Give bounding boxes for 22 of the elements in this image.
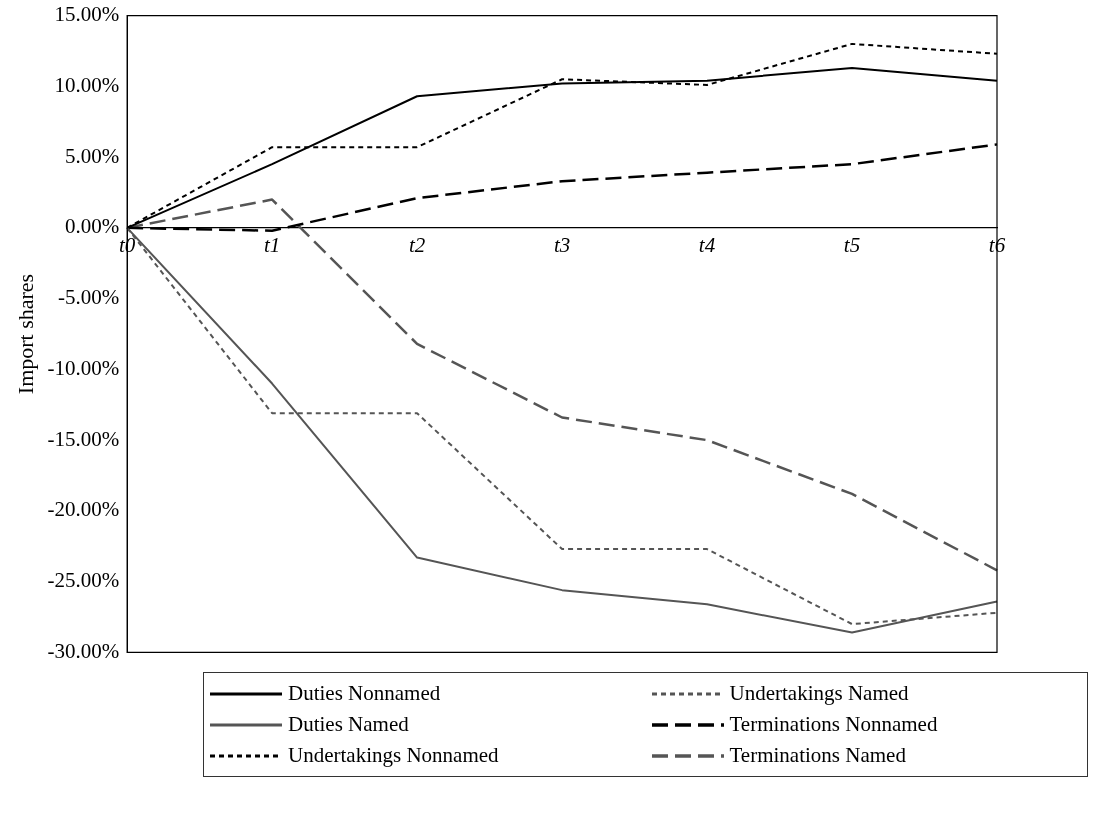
y-tick-label: 15.00% — [54, 2, 120, 27]
legend-label: Duties Named — [288, 712, 409, 737]
x-tick-label: t5 — [843, 232, 861, 257]
y-tick-label: -15.00% — [47, 426, 120, 451]
legend-label: Terminations Nonnamed — [729, 712, 938, 737]
y-tick-label: -20.00% — [47, 497, 120, 522]
y-tick-label: -30.00% — [47, 638, 120, 663]
y-tick-label: 0.00% — [64, 214, 120, 239]
y-tick-label: -10.00% — [47, 355, 120, 380]
legend-label: Undertakings Named — [729, 681, 909, 706]
y-axis-title: Import shares — [12, 273, 38, 395]
legend-label: Duties Nonnamed — [288, 681, 441, 706]
x-tick-label: t3 — [553, 232, 571, 257]
legend-label: Undertakings Nonnamed — [288, 743, 499, 768]
x-tick-label: t4 — [698, 232, 716, 257]
x-tick-label: t1 — [263, 232, 281, 257]
y-tick-label: 5.00% — [64, 143, 120, 168]
y-tick-label: -5.00% — [57, 285, 120, 310]
x-tick-label: t2 — [408, 232, 426, 257]
y-tick-label: 10.00% — [54, 72, 120, 97]
y-tick-label: -25.00% — [47, 568, 120, 593]
legend-label: Terminations Named — [729, 743, 906, 768]
